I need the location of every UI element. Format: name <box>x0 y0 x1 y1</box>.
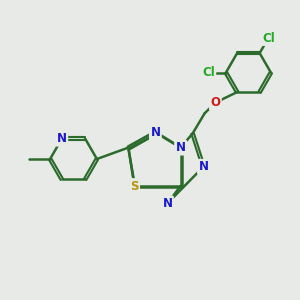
Text: O: O <box>210 96 220 109</box>
Text: N: N <box>176 141 186 154</box>
Text: N: N <box>57 132 67 145</box>
Text: Cl: Cl <box>202 66 215 79</box>
Text: N: N <box>150 126 161 139</box>
Text: N: N <box>198 160 208 173</box>
Text: S: S <box>130 179 139 193</box>
Text: N: N <box>162 197 172 210</box>
Text: Cl: Cl <box>262 32 275 44</box>
